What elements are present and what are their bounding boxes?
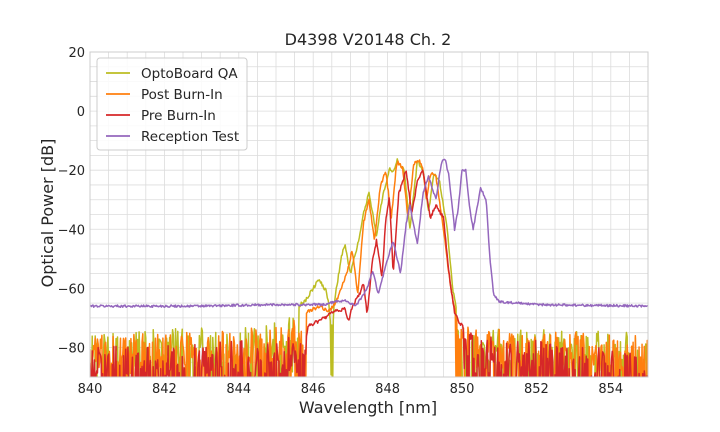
plot-area bbox=[90, 158, 648, 377]
legend-label: Reception Test bbox=[141, 129, 239, 145]
x-axis-ticks: 840 842 844 846 848 850 852 854 bbox=[78, 382, 624, 397]
series-line-reception-test bbox=[90, 158, 648, 309]
y-tick-label: −60 bbox=[58, 282, 85, 297]
legend-label: Pre Burn-In bbox=[141, 108, 216, 124]
series-line-pre-burn-in bbox=[90, 169, 648, 377]
x-axis-title: Wavelength [nm] bbox=[299, 398, 437, 417]
x-tick-label: 844 bbox=[226, 382, 251, 397]
y-tick-label: 0 bbox=[77, 105, 85, 120]
y-tick-label: −20 bbox=[58, 164, 85, 179]
plot-frame bbox=[89, 51, 649, 378]
legend-label: Post Burn-In bbox=[141, 87, 223, 103]
y-axis-ticks: 20 0 −20 −40 −60 −80 bbox=[58, 46, 85, 356]
x-tick-label: 854 bbox=[598, 382, 623, 397]
legend-label: OptoBoard QA bbox=[141, 66, 238, 82]
series-line-post-burn-in bbox=[90, 159, 648, 377]
x-tick-label: 840 bbox=[78, 382, 103, 397]
y-tick-label: −80 bbox=[58, 341, 85, 356]
legend-box bbox=[96, 57, 248, 151]
y-tick-label: 20 bbox=[68, 46, 85, 61]
y-axis-title: Optical Power [dB] bbox=[38, 139, 57, 288]
y-tick-label: −40 bbox=[58, 223, 85, 238]
x-tick-label: 846 bbox=[301, 382, 326, 397]
x-tick-label: 842 bbox=[152, 382, 177, 397]
x-tick-label: 848 bbox=[375, 382, 400, 397]
legend: OptoBoard QA Post Burn-In Pre Burn-In Recep… bbox=[96, 57, 248, 151]
x-tick-label: 850 bbox=[450, 382, 475, 397]
chart-title: D4398 V20148 Ch. 2 bbox=[285, 30, 452, 49]
x-tick-label: 852 bbox=[524, 382, 549, 397]
